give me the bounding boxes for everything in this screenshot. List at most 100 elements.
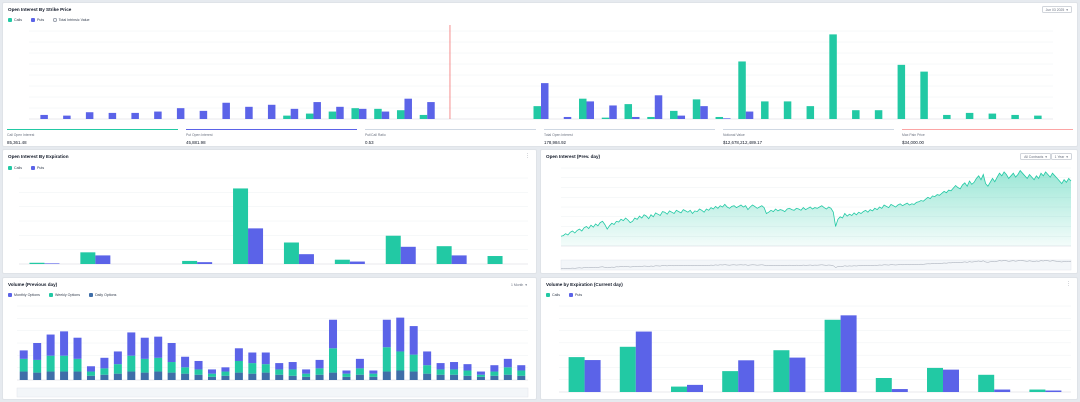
stat-put-call-ratio: Put/Call Ratio 0.53	[361, 129, 540, 145]
daily-options-bar	[463, 375, 472, 380]
stat-max-pain: Max Pain Price $34,000.00	[898, 129, 1077, 145]
legend-item-monthly[interactable]: Monthly Options	[8, 293, 40, 297]
calls-bar	[305, 113, 314, 119]
stat-total-oi: Total Open Interest 178,984.92	[540, 129, 719, 145]
calls-bar	[624, 104, 633, 119]
weekly-options-bar	[275, 369, 284, 375]
puts-bar	[313, 102, 321, 119]
weekly-options-bar	[86, 371, 95, 376]
daily-options-bar	[369, 376, 378, 380]
weekly-options-bar	[181, 367, 190, 374]
calls-bar	[715, 116, 724, 119]
daily-options-bar	[113, 373, 122, 380]
calls-bar	[692, 99, 701, 119]
calls-bar	[80, 252, 96, 264]
puts-bar	[245, 106, 253, 119]
volume-exp-legend: Calls Puts	[546, 293, 582, 297]
strike-date-select[interactable]: Jun 03 2025 ▾	[1041, 6, 1072, 13]
puts-bar	[943, 369, 959, 392]
daily-options-bar	[503, 374, 512, 380]
expiration-menu-icon[interactable]: ⋮	[525, 153, 530, 159]
stat-call-oi: Call Open Interest 85,361.48	[3, 129, 182, 145]
volume-prev-panel: Volume (Previous day) 1 Month ▾ Monthly …	[2, 277, 537, 400]
legend-item-puts[interactable]: Puts	[31, 18, 44, 22]
puts-bar	[723, 118, 731, 119]
volume-exp-panel-title: Volume by Expiration (Current day)	[546, 282, 623, 287]
puts-bar	[44, 263, 60, 264]
daily-options-bar	[33, 372, 42, 380]
legend-item-intrinsic[interactable]: Total Intrinsic Value	[53, 18, 90, 22]
legend-item-calls[interactable]: Calls	[8, 18, 22, 22]
calls-bar	[738, 61, 746, 119]
calls-bar	[874, 110, 883, 119]
weekly-options-bar	[113, 364, 122, 374]
puts-bar	[687, 384, 703, 392]
calls-bar	[783, 101, 792, 119]
chevron-down-icon: ▾	[1045, 154, 1047, 159]
volume-prev-chart	[16, 305, 529, 398]
calls-bar	[852, 110, 860, 119]
stat-notional-value: $12,678,212,489.17	[723, 140, 763, 145]
monthly-options-bar	[302, 369, 311, 374]
weekly-options-bar	[503, 367, 512, 375]
weekly-options-bar	[476, 374, 485, 377]
calls-bar	[233, 188, 249, 264]
puts-bar	[400, 246, 416, 264]
puts-bar	[427, 102, 435, 119]
contracts-select[interactable]: All Contracts ▾	[1020, 153, 1051, 160]
range-select[interactable]: 1 Year ▾	[1050, 153, 1072, 160]
stat-max-pain-value: $34,000.00	[902, 140, 924, 145]
calls-bar	[283, 242, 299, 264]
oi-prev-chart	[560, 167, 1072, 271]
legend-item-weekly[interactable]: Weekly Options	[48, 293, 80, 297]
calls-bar	[978, 374, 995, 392]
puts-bar	[586, 101, 595, 119]
monthly-options-bar	[503, 358, 512, 368]
puts-bar	[298, 254, 314, 264]
calls-bar	[671, 386, 687, 392]
stat-put-oi: Put Open Interest 45,881.98	[182, 129, 361, 145]
monthly-options-bar	[396, 317, 405, 352]
legend-item-daily[interactable]: Daily Options	[89, 293, 116, 297]
daily-options-bar	[261, 372, 270, 380]
legend-puts-label: Puts	[37, 166, 45, 170]
volume-exp-menu-icon[interactable]: ⋮	[1066, 281, 1071, 287]
monthly-options-bar	[423, 351, 432, 366]
legend-item-calls[interactable]: Calls	[8, 166, 22, 170]
calls-bar	[988, 113, 997, 119]
puts-bar	[197, 262, 213, 264]
puts-bar	[404, 98, 412, 119]
puts-bar	[609, 105, 617, 119]
monthly-options-bar	[490, 365, 499, 372]
legend-item-calls[interactable]: Calls	[546, 293, 560, 297]
calls-bar	[419, 114, 428, 119]
weekly-options-bar	[140, 358, 149, 373]
puts-bar	[267, 104, 276, 119]
strike-date-value: Jun 03 2025	[1045, 7, 1065, 12]
monthly-options-bar	[33, 343, 42, 360]
strike-chart	[29, 25, 1053, 120]
legend-item-puts[interactable]: Puts	[569, 293, 582, 297]
weekly-options-bar	[221, 371, 230, 376]
puts-bar	[358, 108, 367, 119]
stat-put-oi-value: 45,881.98	[186, 140, 206, 145]
legend-item-puts[interactable]: Puts	[31, 166, 44, 170]
daily-options-bar	[275, 374, 284, 380]
legend-puts-label: Puts	[37, 18, 45, 22]
calls-bar	[568, 357, 585, 392]
calls-bar	[824, 319, 841, 392]
monthly-options-bar	[436, 363, 445, 370]
weekly-options-bar	[396, 351, 405, 371]
oi-prev-panel: Open Interest (Prev. day) All Contracts …	[540, 149, 1078, 274]
volume-range-select[interactable]: 1 Month ▾	[508, 281, 530, 288]
monthly-options-bar	[86, 366, 95, 372]
strike-legend: Calls Puts Total Intrinsic Value	[8, 18, 90, 22]
monthly-options-bar	[517, 365, 526, 371]
calls-bar	[579, 98, 587, 119]
expiration-legend: Calls Puts	[8, 166, 44, 170]
expiration-chart	[19, 177, 528, 265]
stat-notional: Notional Value $12,678,212,489.17	[719, 129, 898, 145]
stat-max-pain-label: Max Pain Price	[902, 133, 925, 137]
stat-call-oi-label: Call Open Interest	[7, 133, 35, 137]
legend-intrinsic-label: Total Intrinsic Value	[58, 18, 90, 22]
